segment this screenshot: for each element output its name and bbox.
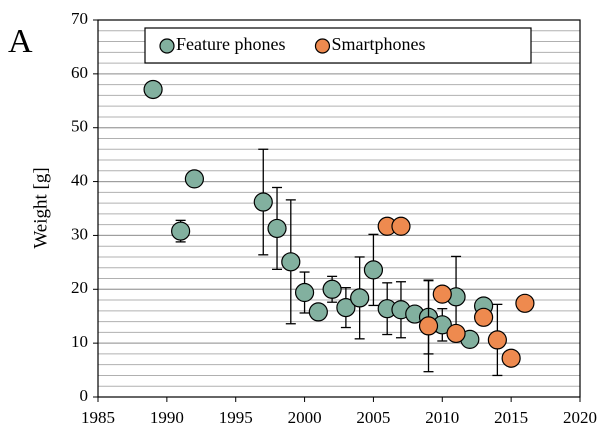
x-tick-label: 2005 <box>356 408 390 427</box>
panel-label: A <box>8 23 33 60</box>
point <box>267 218 287 239</box>
x-tick-label: 2020 <box>563 408 597 427</box>
legend-box <box>144 27 532 64</box>
x-tick-label: 2010 <box>425 408 459 427</box>
point <box>308 302 328 322</box>
point <box>418 316 439 336</box>
point <box>184 169 204 189</box>
point <box>143 79 163 100</box>
y-tick-label: 20 <box>71 278 88 297</box>
plot-border <box>97 19 581 398</box>
point <box>253 192 273 212</box>
x-tick-label: 1995 <box>219 408 253 427</box>
plot-area <box>98 20 580 397</box>
legend-marker <box>159 38 175 54</box>
point <box>322 279 342 299</box>
y-tick-label: 30 <box>71 224 88 243</box>
x-tick-label: 2015 <box>494 408 528 427</box>
y-tick-label: 70 <box>71 9 88 28</box>
legend-marker <box>314 38 331 54</box>
point <box>350 288 370 308</box>
legend-label: Smartphones <box>331 34 425 54</box>
legend-label: Feature phones <box>176 34 285 54</box>
x-tick-label: 2000 <box>288 408 322 427</box>
point <box>336 297 356 318</box>
point <box>432 284 452 304</box>
point <box>501 348 521 368</box>
point <box>515 293 535 313</box>
x-tick-label: 1990 <box>150 408 184 427</box>
y-tick-label: 10 <box>71 332 88 351</box>
y-tick-label: 40 <box>71 170 88 189</box>
point <box>474 307 494 327</box>
y-axis-label: Weight [g] <box>30 167 51 248</box>
point <box>487 330 507 350</box>
point <box>363 260 384 280</box>
point <box>446 323 466 344</box>
point <box>281 252 301 272</box>
point <box>391 216 411 236</box>
y-tick-label: 60 <box>71 63 88 82</box>
x-tick-label: 1985 <box>81 408 115 427</box>
point <box>294 282 315 303</box>
y-tick-label: 0 <box>80 386 89 405</box>
y-tick-label: 50 <box>71 117 88 136</box>
point <box>171 221 191 241</box>
